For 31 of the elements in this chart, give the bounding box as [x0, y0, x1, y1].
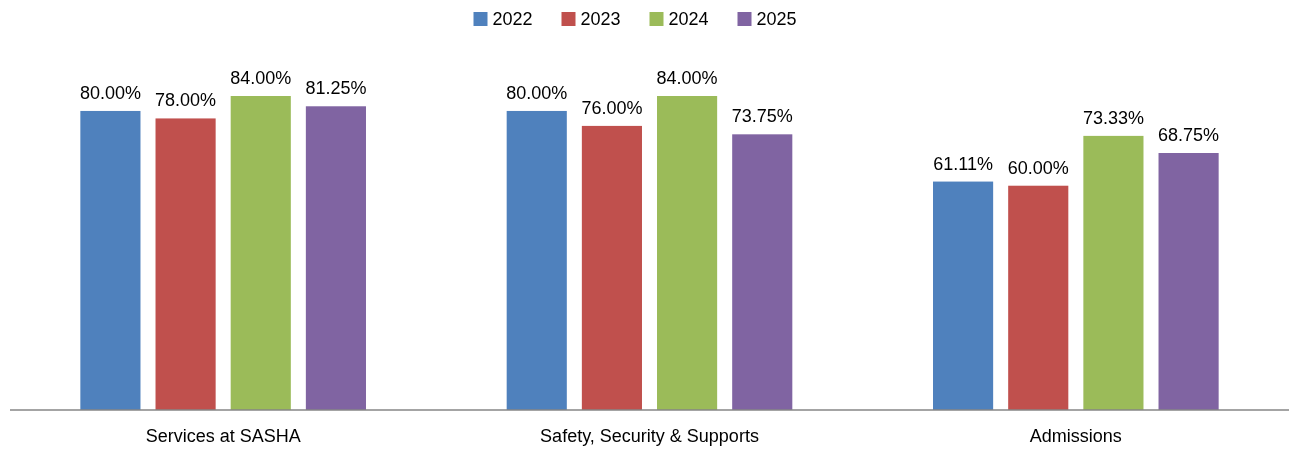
- legend-label: 2022: [492, 9, 533, 29]
- bar: [155, 118, 216, 410]
- data-label: 61.11%: [933, 153, 993, 174]
- data-label: 84.00%: [230, 68, 292, 88]
- data-label: 73.33%: [1082, 107, 1144, 128]
- data-label: 76.00%: [581, 97, 643, 118]
- bar: [657, 96, 718, 410]
- x-tick-label: Services at SASHA: [145, 426, 301, 446]
- data-label: 80.00%: [79, 82, 141, 103]
- bar: [305, 106, 366, 410]
- bar: [732, 134, 793, 410]
- bar: [80, 110, 141, 410]
- data-label: 80.00%: [506, 82, 568, 103]
- data-label: 73.75%: [731, 106, 793, 127]
- bar: [1008, 185, 1069, 410]
- bar: [230, 96, 291, 410]
- data-label: 68.75%: [1158, 125, 1220, 146]
- x-tick-label: Admissions: [1029, 426, 1122, 446]
- legend-label: 2025: [756, 9, 797, 29]
- bar: [581, 125, 642, 410]
- bar: [1083, 135, 1144, 410]
- bar: [506, 110, 567, 410]
- data-label: 60.00%: [1007, 157, 1069, 178]
- legend-label: 2023: [580, 9, 621, 29]
- bar: [1158, 153, 1219, 410]
- data-label: 84.00%: [656, 68, 718, 88]
- x-tick-label: Safety, Security & Supports: [540, 426, 759, 446]
- bar: [933, 181, 994, 410]
- legend-label: 2024: [668, 9, 709, 29]
- data-label: 78.00%: [155, 90, 217, 111]
- data-label: 81.25%: [305, 78, 367, 99]
